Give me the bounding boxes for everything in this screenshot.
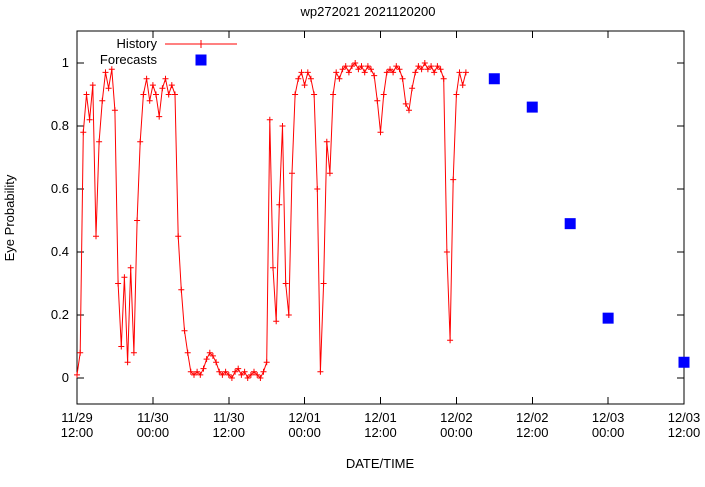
x-tick-label-date: 11/29 <box>61 410 93 425</box>
forecast-point <box>564 218 576 230</box>
y-axis-label: Eye Probability <box>2 174 17 261</box>
x-tick-label-date: 12/01 <box>288 410 321 425</box>
x-tick-label-time: 12:00 <box>212 425 245 440</box>
axes <box>76 30 685 405</box>
x-tick-label-date: 12/03 <box>592 410 625 425</box>
history-plus-markers <box>74 60 469 381</box>
y-axis-ticks: 0 0.2 0.4 0.6 0.8 1 <box>51 55 684 385</box>
y-tick-label: 0.4 <box>51 244 69 259</box>
x-axis-ticks: 11/2912:0011/3000:0011/3012:0012/0100:00… <box>61 31 701 440</box>
forecast-point <box>488 73 500 85</box>
forecast-point <box>602 312 614 324</box>
legend-history-plus-icon <box>197 40 205 48</box>
legend-label-history: History <box>117 36 158 51</box>
chart-title: wp272021 2021120200 <box>300 4 436 19</box>
history-series <box>74 60 469 381</box>
legend-forecast-square-icon <box>195 54 207 66</box>
x-axis-label: DATE/TIME <box>346 456 415 471</box>
y-tick-label: 0.2 <box>51 307 69 322</box>
forecast-point <box>678 356 690 368</box>
x-tick-label-time: 12:00 <box>364 425 397 440</box>
x-tick-label-time: 00:00 <box>592 425 625 440</box>
x-tick-label-date: 12/03 <box>668 410 701 425</box>
forecast-series <box>488 73 690 368</box>
y-tick-label: 0.8 <box>51 118 69 133</box>
forecast-point <box>526 101 538 113</box>
x-tick-label-date: 12/02 <box>440 410 473 425</box>
x-tick-label-date: 12/02 <box>516 410 549 425</box>
y-tick-label: 0 <box>62 370 69 385</box>
x-tick-label-date: 11/30 <box>137 410 169 425</box>
legend-label-forecasts: Forecasts <box>100 52 158 67</box>
x-tick-label-time: 12:00 <box>61 425 94 440</box>
x-tick-label-date: 12/01 <box>364 410 397 425</box>
legend: History Forecasts <box>100 36 237 67</box>
plot-layer: 11/2912:0011/3000:0011/3012:0012/0100:00… <box>51 30 701 440</box>
x-tick-label-time: 12:00 <box>668 425 701 440</box>
x-tick-label-date: 11/30 <box>213 410 245 425</box>
x-tick-label-time: 00:00 <box>440 425 473 440</box>
y-tick-label: 1 <box>62 55 69 70</box>
x-tick-label-time: 00:00 <box>137 425 170 440</box>
x-tick-label-time: 12:00 <box>516 425 549 440</box>
x-tick-label-time: 00:00 <box>288 425 321 440</box>
y-tick-label: 0.6 <box>51 181 69 196</box>
